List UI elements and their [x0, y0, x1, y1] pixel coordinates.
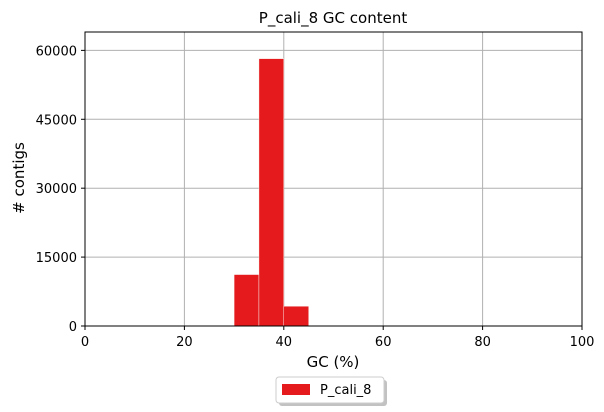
y-axis-ticks: 0 15000 30000 45000 60000	[36, 44, 85, 335]
y-tick-label: 0	[69, 320, 77, 335]
histogram-bar	[233, 274, 260, 327]
x-axis-ticks: 0 20 40 60 80 100	[81, 326, 595, 350]
y-tick-label: 30000	[36, 182, 77, 197]
histogram-bars	[233, 58, 309, 327]
plot-frame	[84, 31, 583, 327]
x-tick-label: 100	[570, 335, 595, 350]
y-axis-title: # contigs	[10, 142, 28, 214]
legend-box	[275, 376, 385, 404]
x-tick-label: 80	[474, 335, 491, 350]
y-tick-label: 45000	[36, 113, 77, 128]
histogram-bar	[258, 58, 285, 327]
histogram-bar	[283, 306, 309, 327]
grid-lines	[84, 32, 583, 327]
x-tick-label: 0	[81, 335, 89, 350]
legend-label: P_cali_8	[320, 383, 371, 398]
legend-swatch	[282, 384, 310, 395]
chart-title: P_cali_8 GC content	[259, 9, 408, 28]
x-tick-label: 40	[276, 335, 293, 350]
x-tick-label: 60	[375, 335, 392, 350]
x-axis-title: GC (%)	[307, 353, 360, 371]
x-tick-label: 20	[176, 335, 193, 350]
y-tick-label: 15000	[36, 251, 77, 266]
legend: P_cali_8	[275, 376, 387, 406]
y-tick-label: 60000	[36, 44, 77, 59]
